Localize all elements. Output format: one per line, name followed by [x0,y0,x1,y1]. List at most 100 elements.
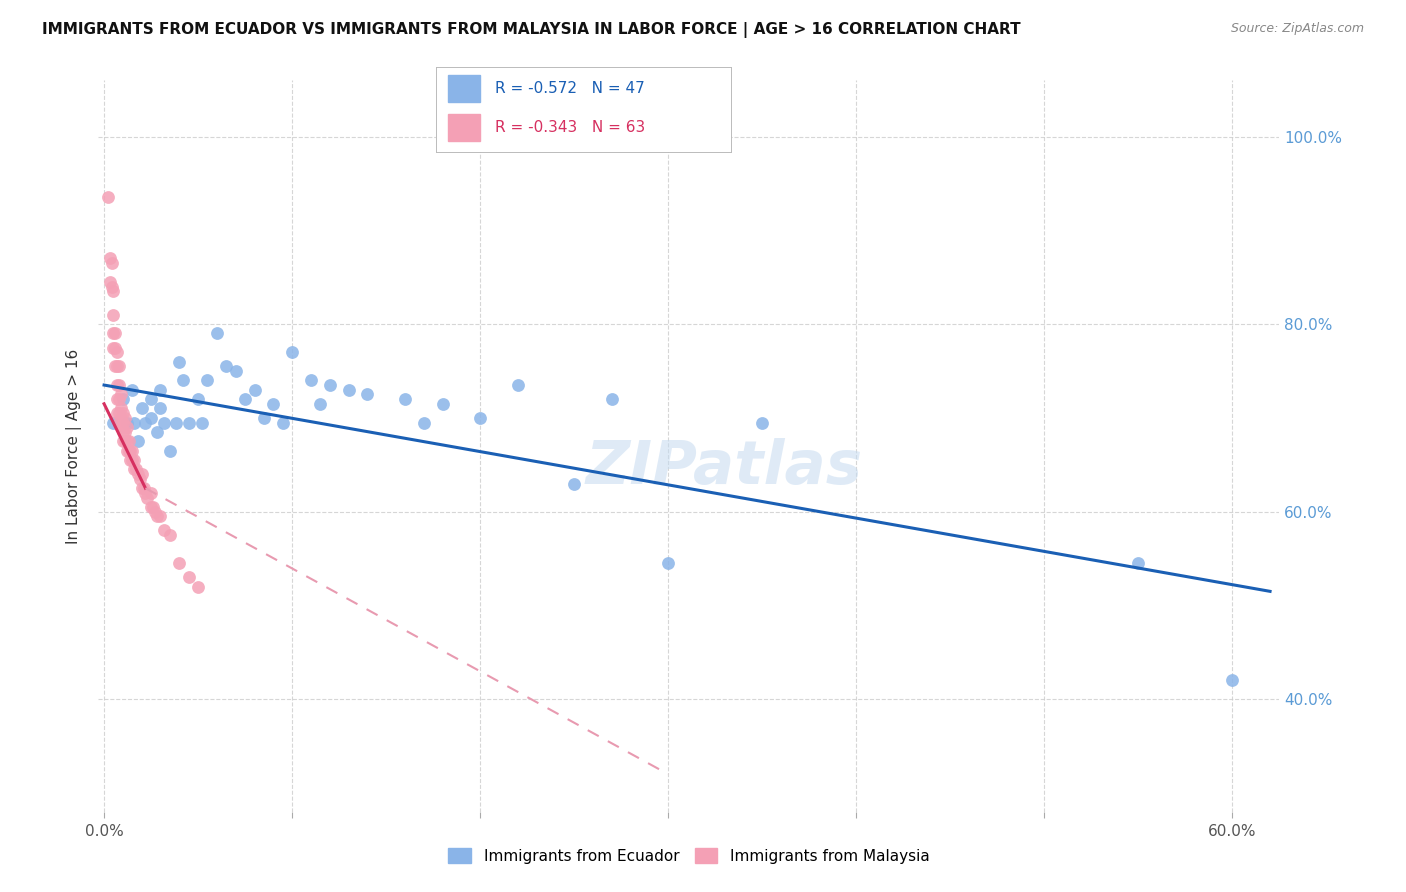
Point [105,378,128,392]
Point [128,472,150,486]
Bar [447,76,481,103]
Point [562,476,585,491]
Point [337,383,360,397]
Point [108,378,131,392]
Point [108,416,131,430]
Point [205,326,228,341]
Point [432,397,454,411]
Point [114,425,136,439]
Point [110,410,132,425]
Point [253,410,276,425]
Point [111,406,134,420]
Point [104,359,127,374]
Point [131,467,153,482]
Point [127,434,149,449]
Text: R = -0.343   N = 63: R = -0.343 N = 63 [495,120,645,136]
Point [127,467,149,482]
Text: ZIPatlas: ZIPatlas [586,439,863,498]
Point [139,410,162,425]
Point [271,416,294,430]
Point [506,378,529,392]
Point [121,453,143,467]
Point [751,416,773,430]
Point [103,285,125,299]
Point [103,341,125,355]
Point [1222,673,1244,688]
Point [105,406,128,420]
Legend: Immigrants from Ecuador, Immigrants from Malaysia: Immigrants from Ecuador, Immigrants from… [443,842,935,870]
Point [169,354,191,368]
Point [139,392,162,406]
Point [98,275,121,289]
Point [1128,556,1150,570]
Point [153,524,176,538]
Point [187,392,209,406]
Point [122,416,145,430]
Point [281,345,304,359]
Point [122,462,145,476]
Point [104,326,127,341]
Text: R = -0.572   N = 47: R = -0.572 N = 47 [495,81,645,96]
Point [134,486,156,500]
Point [600,392,623,406]
Point [114,410,136,425]
Point [121,383,143,397]
Point [187,580,209,594]
Point [134,416,156,430]
Point [412,416,434,430]
Point [105,392,128,406]
Point [125,462,148,476]
Point [191,416,214,430]
Point [470,410,492,425]
Point [98,252,121,266]
Point [136,491,159,505]
Point [108,392,131,406]
Point [319,378,342,392]
Point [115,420,138,434]
Point [117,434,139,449]
Point [105,345,128,359]
Point [122,453,145,467]
Point [145,509,167,524]
Point [262,397,284,411]
Point [177,570,200,584]
Point [115,416,138,430]
Point [110,420,132,434]
Point [120,443,142,458]
Point [117,443,139,458]
Point [115,443,138,458]
Point [103,326,125,341]
Point [108,406,131,420]
Point [104,341,127,355]
Point [143,505,166,519]
Point [111,416,134,430]
Point [153,416,176,430]
Point [149,383,172,397]
Point [108,359,131,374]
Point [142,500,165,514]
Point [115,434,138,449]
Text: IMMIGRANTS FROM ECUADOR VS IMMIGRANTS FROM MALAYSIA IN LABOR FORCE | AGE > 16 CO: IMMIGRANTS FROM ECUADOR VS IMMIGRANTS FR… [42,22,1021,38]
Point [139,486,162,500]
Point [110,387,132,401]
Point [159,528,181,542]
Point [110,401,132,416]
Point [197,373,219,387]
Point [159,443,181,458]
Point [149,401,172,416]
Point [657,556,679,570]
Point [100,256,122,270]
Text: Source: ZipAtlas.com: Source: ZipAtlas.com [1230,22,1364,36]
Point [100,279,122,293]
Point [131,481,153,495]
Point [225,364,247,378]
Point [97,190,120,204]
Point [356,387,378,401]
Point [121,443,143,458]
Y-axis label: In Labor Force | Age > 16: In Labor Force | Age > 16 [66,349,83,543]
Point [149,509,172,524]
Point [299,373,322,387]
Point [111,392,134,406]
Point [165,416,187,430]
Point [145,425,167,439]
